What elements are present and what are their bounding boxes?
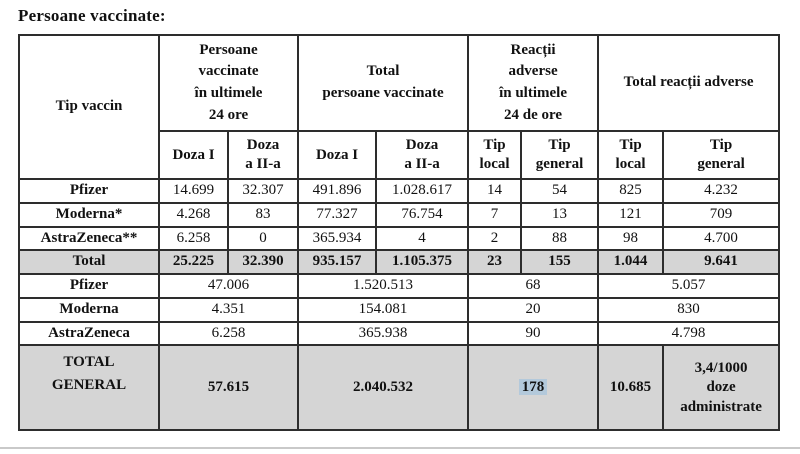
table-row-astrazeneca-totals: AstraZeneca 6.258 365.938 90 4.798	[18, 320, 781, 347]
table-row-pfizer-doses: Pfizer 14.699 32.307 491.896 1.028.617 1…	[18, 178, 781, 204]
cell-value: 1.044	[597, 249, 665, 275]
cell-value: 98	[597, 225, 665, 252]
bottom-divider	[0, 447, 800, 449]
row-label: AstraZeneca**	[18, 225, 160, 252]
cell-value: 14.699	[158, 178, 229, 204]
cell-value: 88	[520, 225, 600, 252]
cell-value: 1.105.375	[375, 249, 470, 275]
row-label: Pfizer	[18, 273, 160, 299]
header-total-adverse: Total reacții adverse	[597, 34, 781, 132]
cell-value: 709	[662, 201, 781, 228]
cell-value: 121	[597, 201, 665, 228]
row-label: TOTAL GENERAL	[18, 344, 160, 432]
cell-value: 76.754	[375, 201, 470, 228]
cell-value: 32.390	[226, 249, 300, 275]
cell-value: 68	[467, 273, 600, 299]
cell-value: 4.351	[157, 296, 300, 323]
subheader-tip-general-24h: Tip general	[520, 130, 600, 180]
row-label: Pfizer	[18, 178, 160, 204]
row-label: Moderna*	[18, 201, 160, 228]
row-label: Moderna	[18, 296, 160, 323]
cell-value: 10.685	[597, 344, 665, 432]
cell-value: 1.028.617	[375, 178, 470, 204]
table-row-moderna-doses: Moderna* 4.268 83 77.327 76.754 7 13 121…	[18, 201, 781, 228]
subheader-tip-local-total: Tip local	[597, 130, 665, 180]
cell-value: 2.040.532	[297, 344, 470, 432]
cell-value: 491.896	[297, 178, 378, 204]
header-adverse-24h: Reacții adverse în ultimele 24 de ore	[467, 34, 600, 132]
subheader-doza1-24h: Doza I	[158, 130, 229, 180]
header-total-vaccinated: Total persoane vaccinate	[297, 34, 470, 132]
cell-value: 4	[375, 225, 470, 252]
cell-value: 155	[520, 249, 600, 275]
cell-value: 6.258	[158, 225, 229, 252]
header-tip-vaccin: Tip vaccin	[18, 34, 160, 180]
page-title: Persoane vaccinate:	[18, 6, 166, 25]
subheader-doza2-total: Doza a II-a	[375, 130, 470, 180]
cell-value: 1.520.513	[297, 273, 470, 299]
cell-value: 935.157	[297, 249, 378, 275]
subheader-doza2-24h: Doza a II-a	[226, 130, 300, 180]
cell-value: 90	[467, 320, 600, 347]
header-sub-row: Doza I Doza a II-a Doza I Doza a II-a Ti…	[19, 130, 781, 180]
cell-value: 4.798	[597, 320, 781, 347]
cell-value: 365.938	[297, 320, 470, 347]
cell-value: 4.268	[158, 201, 229, 228]
cell-value: 2	[467, 225, 523, 252]
cell-value: 365.934	[297, 225, 378, 252]
subheader-tip-general-total: Tip general	[662, 130, 781, 180]
header-vaccinated-24h: Persoane vaccinate în ultimele 24 ore	[157, 34, 300, 132]
cell-value: 0	[226, 225, 300, 252]
cell-value: 825	[597, 178, 665, 204]
table-row-total-general: TOTAL GENERAL 57.615 2.040.532 178 10.68…	[18, 344, 781, 432]
cell-value: 25.225	[158, 249, 229, 275]
cell-value: 32.307	[226, 178, 300, 204]
cell-value: 9.641	[662, 249, 781, 275]
highlighted-value: 178	[518, 379, 548, 395]
cell-value: 4.700	[662, 225, 781, 252]
subheader-tip-local-24h: Tip local	[467, 130, 523, 180]
cell-value: 13	[520, 201, 600, 228]
cell-value: 77.327	[297, 201, 378, 228]
cell-value: 83	[226, 201, 300, 228]
row-label: Total	[18, 249, 160, 275]
table-row-pfizer-totals: Pfizer 47.006 1.520.513 68 5.057	[18, 273, 781, 299]
cell-value: 47.006	[157, 273, 300, 299]
vaccination-table: Tip vaccin Persoane vaccinate în ultimel…	[18, 34, 781, 432]
table-row-moderna-totals: Moderna 4.351 154.081 20 830	[18, 296, 781, 323]
table-row-astrazeneca-doses: AstraZeneca** 6.258 0 365.934 4 2 88 98 …	[18, 225, 781, 252]
cell-value: 5.057	[597, 273, 781, 299]
table-row-total: Total 25.225 32.390 935.157 1.105.375 23…	[18, 249, 781, 275]
cell-value: 4.232	[662, 178, 781, 204]
cell-value: 57.615	[157, 344, 300, 432]
cell-value: 54	[520, 178, 600, 204]
header-group-row: Tip vaccin Persoane vaccinate în ultimel…	[18, 34, 781, 180]
cell-value: 14	[467, 178, 523, 204]
subheader-doza1-total: Doza I	[297, 130, 378, 180]
cell-value: 23	[467, 249, 523, 275]
cell-value: 20	[467, 296, 600, 323]
cell-value: 7	[467, 201, 523, 228]
cell-value: 3,4/1000 doze administrate	[662, 344, 781, 432]
cell-value-highlighted: 178	[467, 344, 600, 432]
cell-value: 830	[597, 296, 781, 323]
cell-value: 154.081	[297, 296, 470, 323]
row-label: AstraZeneca	[18, 320, 160, 347]
cell-value: 6.258	[157, 320, 300, 347]
